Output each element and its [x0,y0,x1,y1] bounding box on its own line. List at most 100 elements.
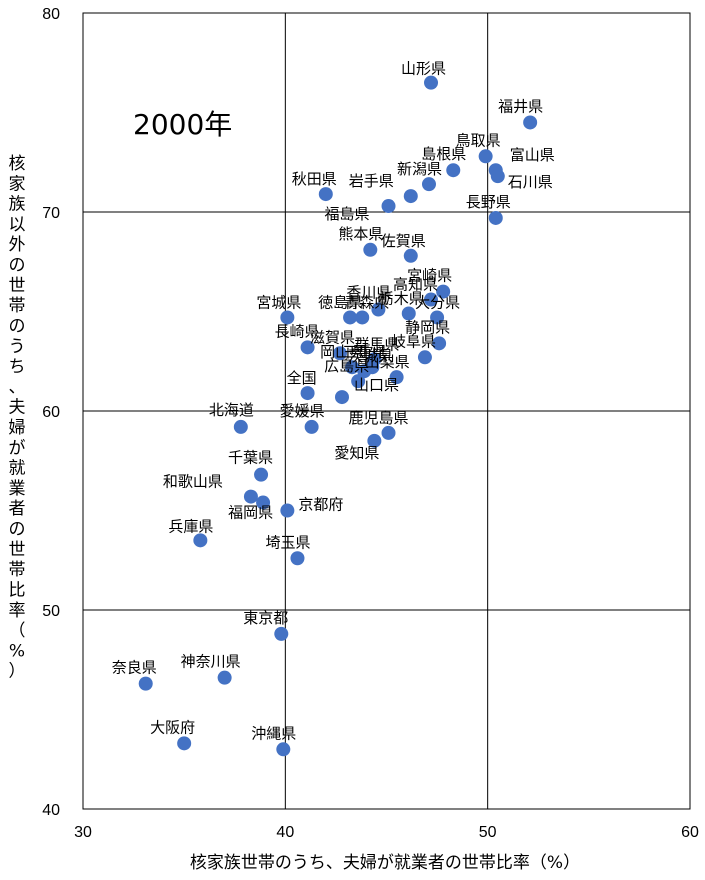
point-label: 大阪府 [150,718,195,736]
point-label: 全国 [287,369,317,387]
point-label: 和歌山県 [163,473,223,491]
point-label: 大分県 [415,293,460,311]
point-label: 三重県 [342,343,387,361]
data-point [488,210,503,225]
data-point [436,284,451,299]
data-point [290,551,305,566]
x-tick-labels: 30 40 50 60 [74,824,699,841]
data-point [177,736,192,751]
x-axis-title: 核家族世帯のうち、夫婦が就業者の世帯比率（%） [190,853,580,873]
data-point [430,310,445,325]
data-point [300,340,315,355]
data-point [389,370,404,385]
point-label: 愛媛県 [280,402,325,420]
data-point [381,425,396,440]
data-point [446,163,461,178]
point-label: 沖縄県 [251,724,296,742]
chart-title: 2000年 [133,108,232,141]
data-point [351,374,366,389]
point-label: 滋賀県 [310,328,355,346]
point-label: 香川県 [346,284,391,302]
data-point [256,495,271,510]
point-label: 秋田県 [292,170,337,188]
y-tick-labels: 40 50 60 70 80 [42,6,60,819]
x-tick-label: 40 [276,824,294,841]
data-point [424,75,439,90]
y-tick-label: 70 [42,205,60,222]
point-label: 熊本県 [338,225,383,243]
data-point [334,390,349,405]
data-point [401,306,416,321]
data-point [193,533,208,548]
data-point [421,177,436,192]
data-point [371,302,386,317]
data-point [217,670,232,685]
data-point [367,433,382,448]
data-point [280,310,295,325]
point-label: 高知県 [393,276,438,294]
point-label: 群馬県 [354,335,399,353]
point-label: 広島県 [324,357,369,375]
point-label: 福井県 [498,97,543,115]
data-point [343,310,358,325]
point-label: 石川県 [508,173,553,191]
data-point [332,346,347,361]
data-point [276,742,291,757]
data-point [403,189,418,204]
data-point [490,169,505,184]
data-point [318,187,333,202]
plot-frame [82,12,691,810]
point-label: 佐賀県 [381,232,426,250]
point-label: 鳥取県 [456,131,501,149]
data-point [274,626,289,641]
data-point [138,676,153,691]
y-tick-label: 80 [42,6,60,23]
point-label: 宮城県 [256,293,301,311]
point-label: 岐阜県 [391,332,436,350]
point-label: 静岡県 [405,318,450,336]
data-point [478,149,493,164]
point-label: 山梨県 [365,353,410,371]
data-point [304,419,319,434]
data-point [243,489,258,504]
point-label: 神奈川県 [181,653,241,671]
point-label: 埼玉県 [265,533,310,551]
data-points [138,75,538,757]
point-label: 鹿児島県 [349,409,409,427]
point-label: 奈良県 [112,659,157,677]
point-label: 岩手県 [349,172,394,190]
point-label: 栃木県 [379,289,424,307]
y-tick-label: 50 [42,603,60,620]
x-tick-label: 50 [479,824,497,841]
point-label: 富山県 [510,146,555,164]
data-point [355,310,370,325]
x-tick-label: 30 [74,824,92,841]
x-tick-label: 60 [681,824,699,841]
point-label: 長崎県 [275,322,320,340]
point-label: 島根県 [421,145,466,163]
point-label: 東京都 [243,609,288,627]
point-label: 茨城県 [348,347,393,365]
data-point [254,467,269,482]
point-label: 京都府 [298,496,343,514]
data-point [300,386,315,401]
data-point [523,115,538,130]
y-tick-label: 40 [42,802,60,819]
data-point [345,360,360,375]
point-label: 新潟県 [397,160,442,178]
data-point [403,248,418,263]
y-tick-label: 60 [42,404,60,421]
point-label: 兵庫県 [168,517,213,535]
point-label: 山口県 [354,376,399,394]
data-point [432,336,447,351]
point-label: 長野県 [466,193,511,211]
point-label: 千葉県 [228,449,273,467]
data-point [381,199,396,214]
point-label: 徳島県 [318,293,363,311]
data-point [280,503,295,518]
point-label: 青森県 [344,293,389,311]
point-label: 福島県 [325,205,370,223]
data-point [424,292,439,307]
